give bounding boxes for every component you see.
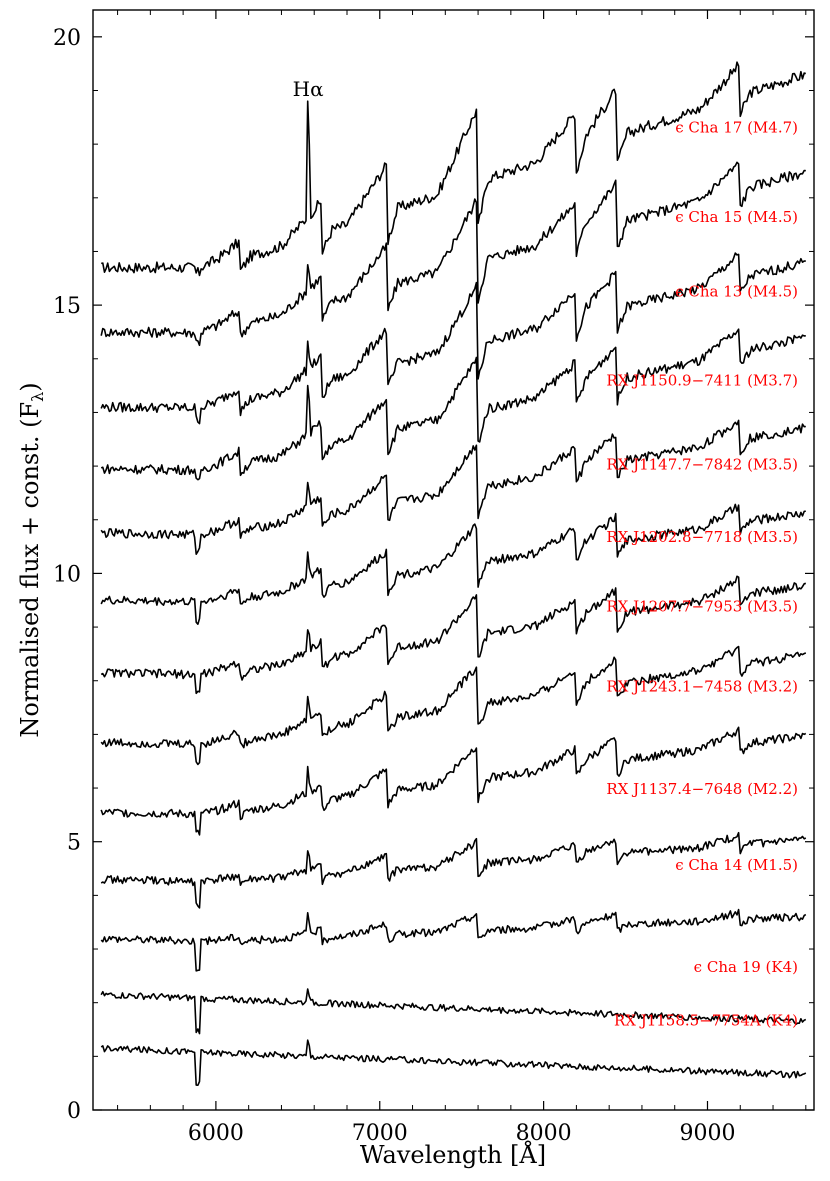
spectrum-line-5 [100,503,806,626]
y-axis: 0 5 10 15 20 [53,26,814,1124]
x-tick-label-0: 6000 [188,1121,244,1146]
spectrum-line-7 [100,645,807,766]
y-tick-label-2: 10 [53,562,81,587]
spectrum-label-2: ϵ Cha 15 (M4.5) [675,208,798,226]
spectrum-line-10 [100,908,807,972]
y-axis-label-sub: λ [28,392,47,402]
y-axis-label: Normalised flux + const. (Fλ) [16,382,47,737]
x-axis: 6000 7000 8000 9000 [117,10,807,1146]
x-tick-label-2: 8000 [516,1121,572,1146]
y-tick-label-1: 5 [67,831,81,856]
x-tick-label-3: 9000 [679,1121,735,1146]
spectrum-label-12: RX J1158.5−7754A (K4) [614,1012,798,1030]
y-axis-label-main: Normalised flux + const. (F [16,402,44,738]
spectrum-line-12 [100,1039,807,1086]
y-axis-label-close: ) [16,382,44,391]
y-tick-label-4: 20 [53,26,81,51]
spectrum-label-5: RX J1147.7−7842 (M3.5) [606,455,798,473]
spectra-group [100,61,807,1086]
spectrum-labels: ϵ Cha 16 (M5.5)ϵ Cha 17 (M4.7)ϵ Cha 15 (… [606,118,798,1030]
spectrum-line-8 [100,726,807,836]
spectrum-line-2 [100,252,806,425]
spectrum-label-11: ϵ Cha 19 (K4) [694,958,798,976]
spectrum-label-10: ϵ Cha 14 (M1.5) [675,856,798,874]
spectrum-label-6: RX J1202.8−7718 (M3.5) [606,528,798,546]
spectrum-line-6 [100,575,807,695]
spectrum-label-8: RX J1243.1−7458 (M3.2) [606,678,798,696]
y-tick-label-3: 15 [53,294,81,319]
spectrum-label-9: RX J1137.4−7648 (M2.2) [606,780,798,798]
spectrum-line-4 [100,419,806,556]
spectrum-line-1 [100,161,806,347]
spectrum-line-11 [100,988,807,1035]
spectrum-line-3 [100,328,806,481]
spectrum-line-9 [100,831,807,909]
spectrum-label-1: ϵ Cha 17 (M4.7) [675,118,798,136]
spectrum-label-3: ϵ Cha 13 (M4.5) [675,282,798,300]
x-axis-label: Wavelength [Å] [360,1140,546,1169]
spectrum-label-7: RX J1207.7−7953 (M3.5) [606,598,798,616]
x-tick-label-1: 7000 [352,1121,408,1146]
axes-frame [92,9,815,1111]
spectrum-label-4: RX J1150.9−7411 (M3.7) [606,372,798,390]
halpha-annotation: Hα [293,77,324,101]
y-tick-label-0: 0 [67,1099,81,1124]
spectrum-line-0 [101,61,806,277]
